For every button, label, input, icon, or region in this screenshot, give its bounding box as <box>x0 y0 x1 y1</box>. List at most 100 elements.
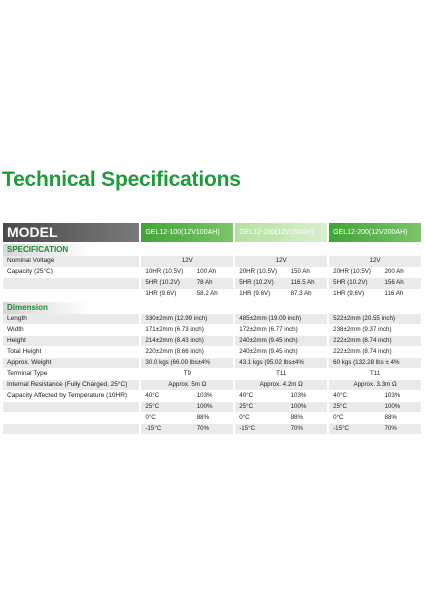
cell-value: 40°C <box>239 391 254 399</box>
table-cell: 12V <box>235 256 328 267</box>
table-cell: 220±2mm (8.66 inch) <box>141 346 234 357</box>
cell-value-secondary: 100% <box>196 402 213 410</box>
cell-value: 25°C <box>145 402 160 410</box>
cell-value: 1HR (9.6V) <box>333 290 365 297</box>
table-cell: 240±2mm (9.45 inch) <box>235 335 328 346</box>
cell-value-secondary: 100% <box>384 402 401 410</box>
cell-value-secondary: 103% <box>290 391 307 399</box>
spec-table: MODEL GEL12-100(12V100AH) GEL12-150(12V1… <box>3 223 421 435</box>
table-cell: 40°C 103% <box>235 390 328 401</box>
model-header-row: MODEL GEL12-100(12V100AH) GEL12-150(12V1… <box>3 223 421 242</box>
cell-value-secondary: 156 Ah <box>384 279 404 286</box>
table-cell: 60 kgs (132.28 lbs ± 4% <box>329 357 421 368</box>
cell-value: 43.1 kgs (95.02 lbs±4% <box>239 358 304 366</box>
cell-value: 171±2mm (6.73 inch) <box>145 325 204 333</box>
cell-value: 240±2mm (9.45 inch) <box>239 336 298 344</box>
cell-value: -15°C <box>239 424 256 432</box>
cell-value: -15°C <box>333 424 350 432</box>
model-name-3: GEL12-200(12V200AH) <box>329 223 421 242</box>
cell-value: 25°C <box>239 402 254 410</box>
specification-rows: Nominal Voltage 12V 12V 12V Capacity (25°C) 1… <box>3 256 421 300</box>
table-cell: 25°C 100% <box>141 401 234 412</box>
row-label <box>3 423 140 434</box>
dimension-rows: Length 330±2mm (12.99 inch) 485±2mm (19.09… <box>3 313 421 434</box>
table-cell: -15°C 70% <box>329 423 421 434</box>
table-row: Internal Resistance (Fully Charged, 25°C… <box>3 379 421 390</box>
cell-value: Approx. 5m Ω <box>168 380 207 388</box>
cell-value: 0°C <box>333 413 344 421</box>
table-cell: 214±2mm (8.43 inch) <box>141 335 234 346</box>
model-label: MODEL <box>3 223 140 242</box>
table-cell: 1HR (9.6V) 116 Ah <box>329 289 421 300</box>
table-cell: 522±2mm (20.55 inch) <box>329 313 421 324</box>
cell-value-secondary: 78 Ah <box>196 279 213 286</box>
table-cell: 238±2mm (9.37 inch) <box>329 324 421 335</box>
cell-value: Approx. 4.2m Ω <box>259 380 303 388</box>
cell-value-secondary: 116.5 Ah <box>290 279 315 286</box>
cell-value: T11 <box>369 369 381 377</box>
cell-value: 40°C <box>145 391 160 399</box>
row-label: Internal Resistance (Fully Charged, 25°C… <box>3 379 140 390</box>
cell-value: 20HR (10.5V) <box>333 268 371 275</box>
cell-value: 5HR (10.2V) <box>333 279 368 286</box>
table-cell: 172±2mm (6.77 inch) <box>235 324 328 335</box>
cell-value: 12V <box>275 257 287 264</box>
cell-value-secondary: 200 Ah <box>384 268 404 275</box>
table-row: 1HR (9.6V) 58.2 Ah 1HR (9.6V) 87.3 Ah 1HR (9… <box>3 289 421 300</box>
table-row: -15°C 70% -15°C 70% -15°C 70% <box>3 423 421 434</box>
cell-value: 10HR (10.5V) <box>145 268 184 275</box>
table-cell: 43.1 kgs (95.02 lbs±4% <box>235 357 328 368</box>
table-cell: 1HR (9.6V) 58.2 Ah <box>141 289 234 300</box>
table-cell: 0°C 88% <box>141 412 234 423</box>
table-row: Width 171±2mm (6.73 inch) 172±2mm (6.77 in… <box>3 324 421 335</box>
cell-value: 40°C <box>333 391 347 399</box>
cell-value: 238±2mm (9.37 inch) <box>333 325 392 333</box>
table-cell: 25°C 100% <box>329 401 421 412</box>
cell-value-secondary: 150 Ah <box>290 268 310 275</box>
table-cell: -15°C 70% <box>235 423 328 434</box>
cell-value: 25°C <box>333 402 347 410</box>
table-row: Length 330±2mm (12.99 inch) 485±2mm (19.09… <box>3 313 421 324</box>
cell-value: 240±2mm (9.45 inch) <box>239 347 298 355</box>
cell-value: 5HR (10.2V) <box>239 279 274 286</box>
table-cell: 30.0 kgs (66.00 lbs±4% <box>141 357 234 368</box>
cell-value-secondary: 87.3 Ah <box>290 290 312 297</box>
table-cell: T11 <box>329 368 421 379</box>
cell-value: 5HR (10.2V) <box>145 279 180 286</box>
cell-value: 172±2mm (6.77 inch) <box>239 325 298 333</box>
row-label <box>3 401 140 412</box>
table-cell: -15°C 70% <box>141 423 234 434</box>
cell-value: 12V <box>369 257 381 264</box>
table-cell: T9 <box>141 368 234 379</box>
cell-value: 20HR (10.5V) <box>239 268 278 275</box>
table-row: Terminal Type T9 T11 T11 <box>3 368 421 379</box>
table-row: 0°C 88% 0°C 88% 0°C 88% <box>3 412 421 423</box>
table-cell: 222±2mm (8.74 inch) <box>329 346 421 357</box>
cell-value: 222±2mm (8.74 inch) <box>333 336 392 344</box>
row-label: Capacity (25°C) <box>3 267 140 278</box>
table-cell: 40°C 103% <box>329 390 421 401</box>
cell-value-secondary: 58.2 Ah <box>196 290 218 297</box>
cell-value: 0°C <box>145 413 156 421</box>
specification-heading: SPECIFICATION <box>3 244 91 256</box>
cell-value: 330±2mm (12.99 inch) <box>145 314 208 322</box>
row-label: Terminal Type <box>3 368 140 379</box>
table-row: 25°C 100% 25°C 100% 25°C 100% <box>3 401 421 412</box>
cell-value: 0°C <box>239 413 250 421</box>
row-label: Total Height <box>3 346 140 357</box>
table-cell: 485±2mm (19.09 inch) <box>235 313 328 324</box>
table-cell: 0°C 88% <box>329 412 421 423</box>
table-row: Height 214±2mm (8.43 inch) 240±2mm (9.45 i… <box>3 335 421 346</box>
row-label: Length <box>3 313 140 324</box>
row-label: Nominal Voltage <box>3 256 140 267</box>
cell-value: 30.0 kgs (66.00 lbs±4% <box>145 358 210 366</box>
cell-value-secondary: 88% <box>384 413 397 421</box>
table-cell: 240±2mm (9.45 inch) <box>235 346 328 357</box>
cell-value-secondary: 116 Ah <box>384 290 404 297</box>
table-cell: 0°C 88% <box>235 412 328 423</box>
table-row: Total Height 220±2mm (8.66 inch) 240±2mm (… <box>3 346 421 357</box>
row-label: Height <box>3 335 140 346</box>
table-cell: Approx. 4.2m Ω <box>235 379 328 390</box>
table-cell: 12V <box>141 256 234 267</box>
cell-value: 1HR (9.6V) <box>239 290 271 297</box>
